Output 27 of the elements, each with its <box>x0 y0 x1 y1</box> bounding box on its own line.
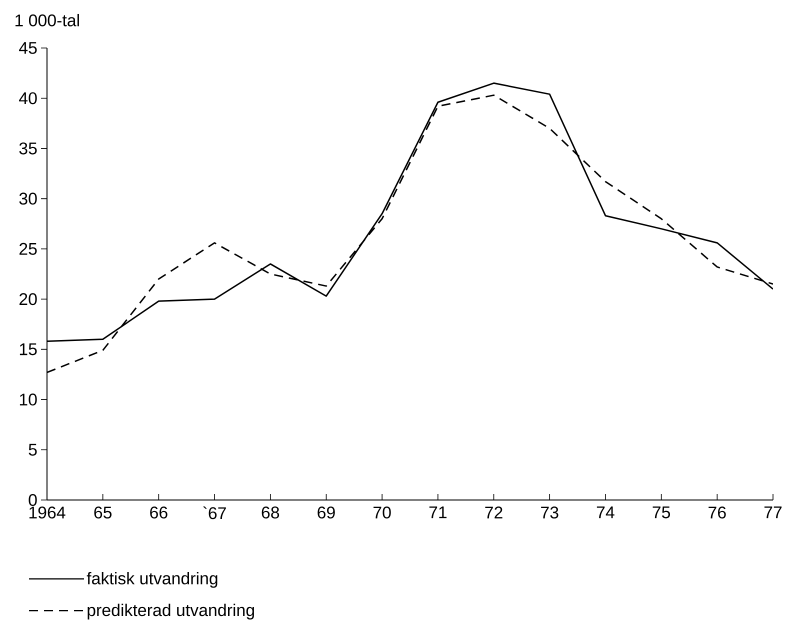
x-tick-label: 65 <box>94 506 112 519</box>
y-tick-label: 5 <box>28 444 37 456</box>
x-tick-label: 1964 <box>29 506 66 519</box>
x-tick-label: `67 <box>203 506 226 520</box>
y-tick-label: 40 <box>19 92 37 104</box>
y-tick-label: 30 <box>19 192 37 205</box>
x-tick-label: 68 <box>262 506 280 519</box>
y-tick-label: 15 <box>20 343 37 356</box>
legend-label: faktisk utvandring <box>86 572 218 588</box>
y-tick-label: 10 <box>20 394 37 406</box>
x-tick-label: 74 <box>596 506 614 518</box>
y-axis-title: 1 000-tal <box>16 14 79 26</box>
x-tick-label: 70 <box>374 506 391 519</box>
y-tick-label: 0 <box>28 494 37 506</box>
x-tick-label: 66 <box>150 506 168 519</box>
x-tick-label: 72 <box>485 506 502 518</box>
x-tick-label: 73 <box>541 506 558 519</box>
y-tick-label: 25 <box>20 242 37 255</box>
x-tick-label: 76 <box>708 506 726 519</box>
legend-label: predikterad utvandring <box>88 604 254 620</box>
y-tick-label: 45 <box>19 42 37 54</box>
x-tick-label: 69 <box>318 506 335 519</box>
x-tick-label: 75 <box>652 506 670 518</box>
y-tick-label: 20 <box>20 293 37 306</box>
y-tick-label: 35 <box>19 142 37 154</box>
x-tick-label: 77 <box>764 506 782 518</box>
x-tick-label: 71 <box>429 506 447 518</box>
